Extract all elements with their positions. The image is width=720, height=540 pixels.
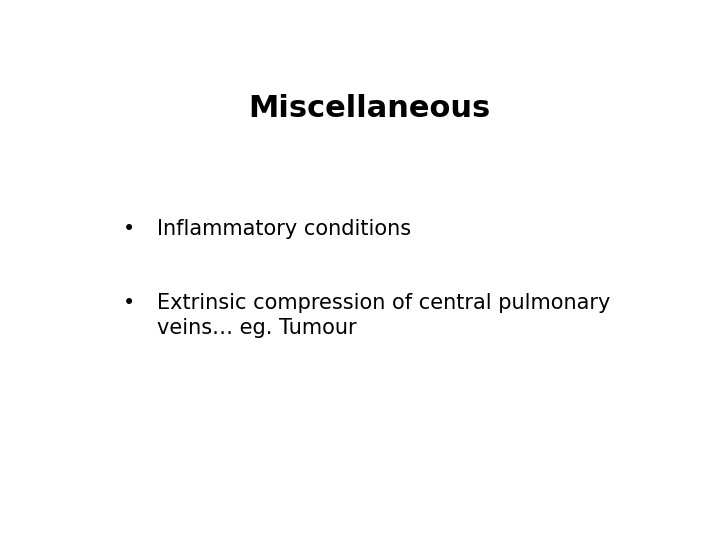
Text: Miscellaneous: Miscellaneous: [248, 94, 490, 123]
Text: •: •: [123, 294, 135, 314]
Text: •: •: [123, 219, 135, 239]
Text: Inflammatory conditions: Inflammatory conditions: [157, 219, 411, 239]
Text: Extrinsic compression of central pulmonary
veins… eg. Tumour: Extrinsic compression of central pulmona…: [157, 294, 611, 338]
